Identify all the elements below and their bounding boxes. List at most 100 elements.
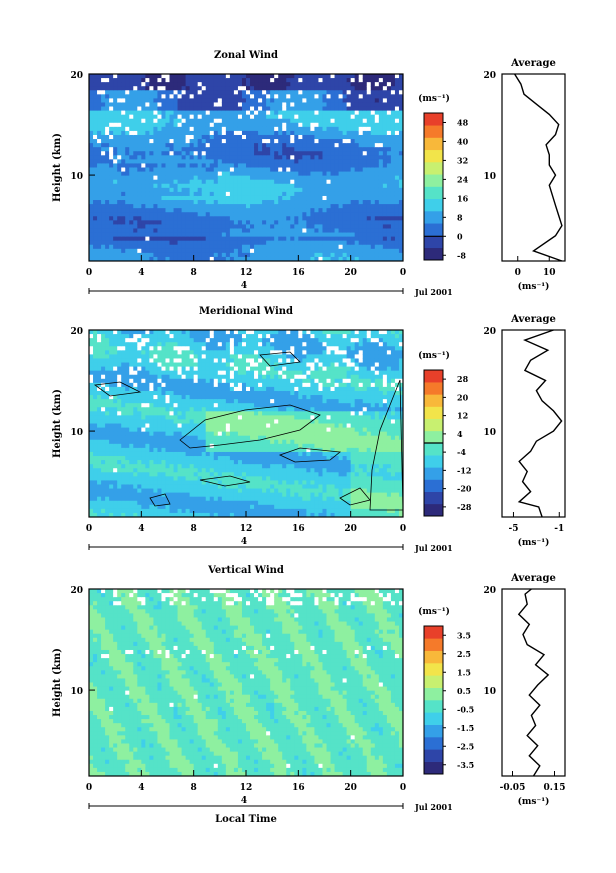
heatmap-cell (354, 228, 360, 234)
heatmap-cell (125, 204, 130, 209)
heatmap-cell (346, 240, 352, 246)
heatmap-cell (221, 151, 227, 156)
heatmap-cell (217, 134, 223, 140)
heatmap-cell (346, 191, 352, 197)
heatmap-cell (326, 114, 332, 120)
heatmap-cell (362, 232, 368, 238)
heatmap-cell (382, 187, 388, 193)
heatmap-cell (153, 338, 158, 343)
heatmap-cell (101, 171, 106, 177)
heatmap-cell (97, 212, 102, 217)
heatmap-cell (165, 374, 171, 380)
heatmap-cell (318, 102, 323, 108)
heatmap-cell (169, 212, 175, 217)
heatmap-cell (254, 204, 259, 209)
heatmap-cell (314, 167, 319, 173)
heatmap-cell (149, 167, 154, 173)
heatmap-cell (354, 224, 360, 229)
heatmap-cell (366, 252, 372, 258)
heatmap-cell (189, 439, 195, 445)
heatmap-cell (330, 200, 336, 205)
heatmap-cell (225, 90, 231, 95)
heatmap-cell (117, 386, 122, 392)
heatmap-cell (117, 330, 122, 335)
heatmap-cell (326, 126, 332, 132)
heatmap-cell (165, 252, 171, 258)
heatmap-cell (362, 204, 368, 209)
heatmap-cell (153, 212, 158, 217)
heatmap-cell (97, 159, 102, 164)
heatmap-cell (217, 244, 223, 250)
heatmap-cell (374, 175, 380, 181)
heatmap-cell (237, 78, 243, 83)
heatmap-cell (262, 167, 267, 173)
heatmap-cell (314, 224, 319, 229)
heatmap-cell (298, 220, 303, 225)
heatmap-cell (125, 94, 130, 99)
heatmap-cell (213, 78, 219, 83)
heatmap-cell (225, 102, 231, 108)
heatmap-cell (322, 147, 328, 152)
heatmap-cell (258, 86, 263, 91)
heatmap-cell (133, 78, 138, 83)
heatmap-cell (149, 195, 154, 201)
heatmap-cell (197, 216, 203, 221)
heatmap-cell (326, 139, 332, 144)
heatmap-cell (201, 183, 207, 189)
heatmap-cell (338, 183, 344, 189)
heatmap-cell (258, 256, 263, 262)
heatmap-cell (201, 484, 207, 490)
heatmap-cell (318, 220, 323, 225)
heatmap-cell (362, 167, 368, 173)
heatmap-cell (314, 106, 319, 112)
heatmap-cell (181, 439, 187, 445)
heatmap-cell (213, 110, 219, 116)
heatmap-cell (161, 212, 166, 217)
heatmap-cell (177, 98, 183, 103)
heatmap-cell (338, 187, 344, 193)
heatmap-cell (93, 484, 98, 490)
heatmap-cell (157, 236, 162, 242)
heatmap-cell (181, 488, 187, 494)
heatmap-cell (145, 399, 150, 404)
heatmap-cell (113, 78, 118, 83)
heatmap-cell (93, 252, 98, 258)
heatmap-cell (177, 346, 183, 351)
heatmap-cell (141, 407, 146, 412)
heatmap-cell (145, 208, 150, 213)
heatmap-cell (117, 419, 122, 424)
heatmap-cell (237, 216, 243, 221)
colorbar-segment (424, 125, 443, 138)
heatmap-cell (169, 508, 175, 514)
heatmap-cell (109, 338, 114, 343)
heatmap-cell (382, 114, 388, 120)
heatmap-cell (109, 439, 114, 445)
heatmap-cell (137, 431, 142, 437)
heatmap-cell (137, 390, 142, 396)
heatmap-cell (133, 512, 138, 518)
heatmap-cell (318, 147, 323, 152)
heatmap-cell (233, 244, 239, 250)
heatmap-cell (169, 435, 175, 441)
heatmap-cell (290, 151, 295, 156)
heatmap-cell (125, 427, 130, 433)
heatmap-cell (350, 232, 356, 238)
heatmap-cell (358, 187, 364, 193)
heatmap-cell (294, 200, 299, 205)
heatmap-cell (113, 366, 118, 372)
heatmap-cell (298, 216, 303, 221)
heatmap-cell (314, 248, 319, 254)
heatmap-cell (350, 130, 356, 136)
heatmap-cell (322, 114, 328, 120)
heatmap-cell (193, 159, 199, 164)
heatmap-cell (225, 252, 231, 258)
heatmap-cell (97, 204, 102, 209)
heatmap-cell (282, 151, 287, 156)
heatmap-cell (322, 90, 328, 95)
heatmap-cell (205, 78, 211, 83)
heatmap-cell (342, 248, 348, 254)
heatmap-cell (125, 346, 130, 351)
heatmap-cell (382, 208, 388, 213)
heatmap-cell (306, 159, 311, 164)
heatmap-cell (125, 159, 130, 164)
